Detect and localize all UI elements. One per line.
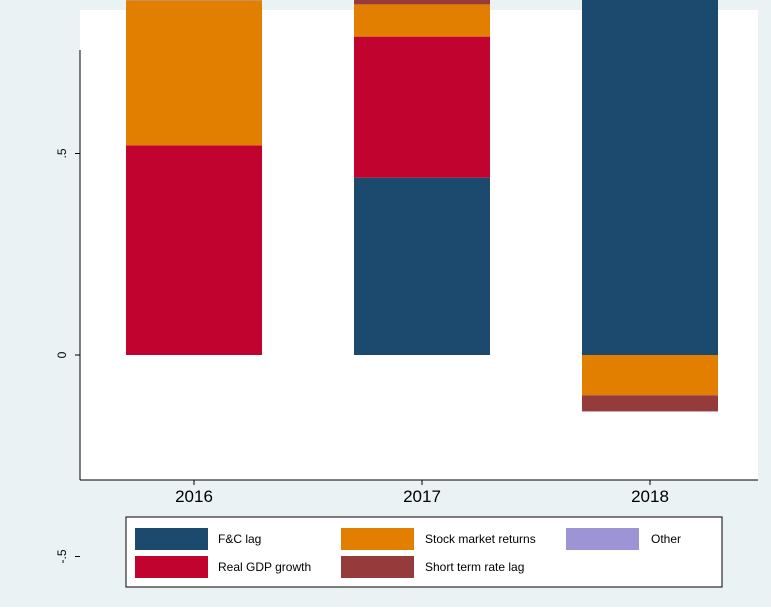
legend-swatch	[135, 528, 208, 550]
bar-segment	[582, 395, 718, 411]
legend-swatch	[566, 528, 639, 550]
bar-segment	[354, 178, 490, 355]
x-tick-label: 2018	[631, 487, 669, 506]
y-tick-label: -.5	[55, 549, 69, 563]
legend-label: Short term rate lag	[425, 560, 524, 574]
y-tick-label: .5	[55, 148, 69, 158]
legend-box	[126, 517, 722, 587]
bar-segment	[354, 4, 490, 36]
bar-segment	[582, 355, 718, 395]
bar-segment	[582, 0, 718, 355]
x-tick-label: 2016	[175, 487, 213, 506]
bar-segment	[354, 37, 490, 178]
bar-segment	[126, 145, 262, 355]
legend-label: Real GDP growth	[218, 560, 311, 574]
legend-label: F&C lag	[218, 532, 261, 546]
bar-segment	[126, 0, 262, 145]
legend-swatch	[341, 556, 414, 578]
x-tick-label: 2017	[403, 487, 441, 506]
legend-swatch	[341, 528, 414, 550]
legend-label: Other	[651, 532, 681, 546]
bar-segment	[354, 0, 490, 4]
y-tick-label: 0	[55, 351, 69, 358]
legend-swatch	[135, 556, 208, 578]
legend: F&C lag Stock market returns Other Real GDP…	[126, 517, 722, 587]
legend-label: Stock market returns	[425, 532, 536, 546]
bars-group	[126, 0, 718, 411]
